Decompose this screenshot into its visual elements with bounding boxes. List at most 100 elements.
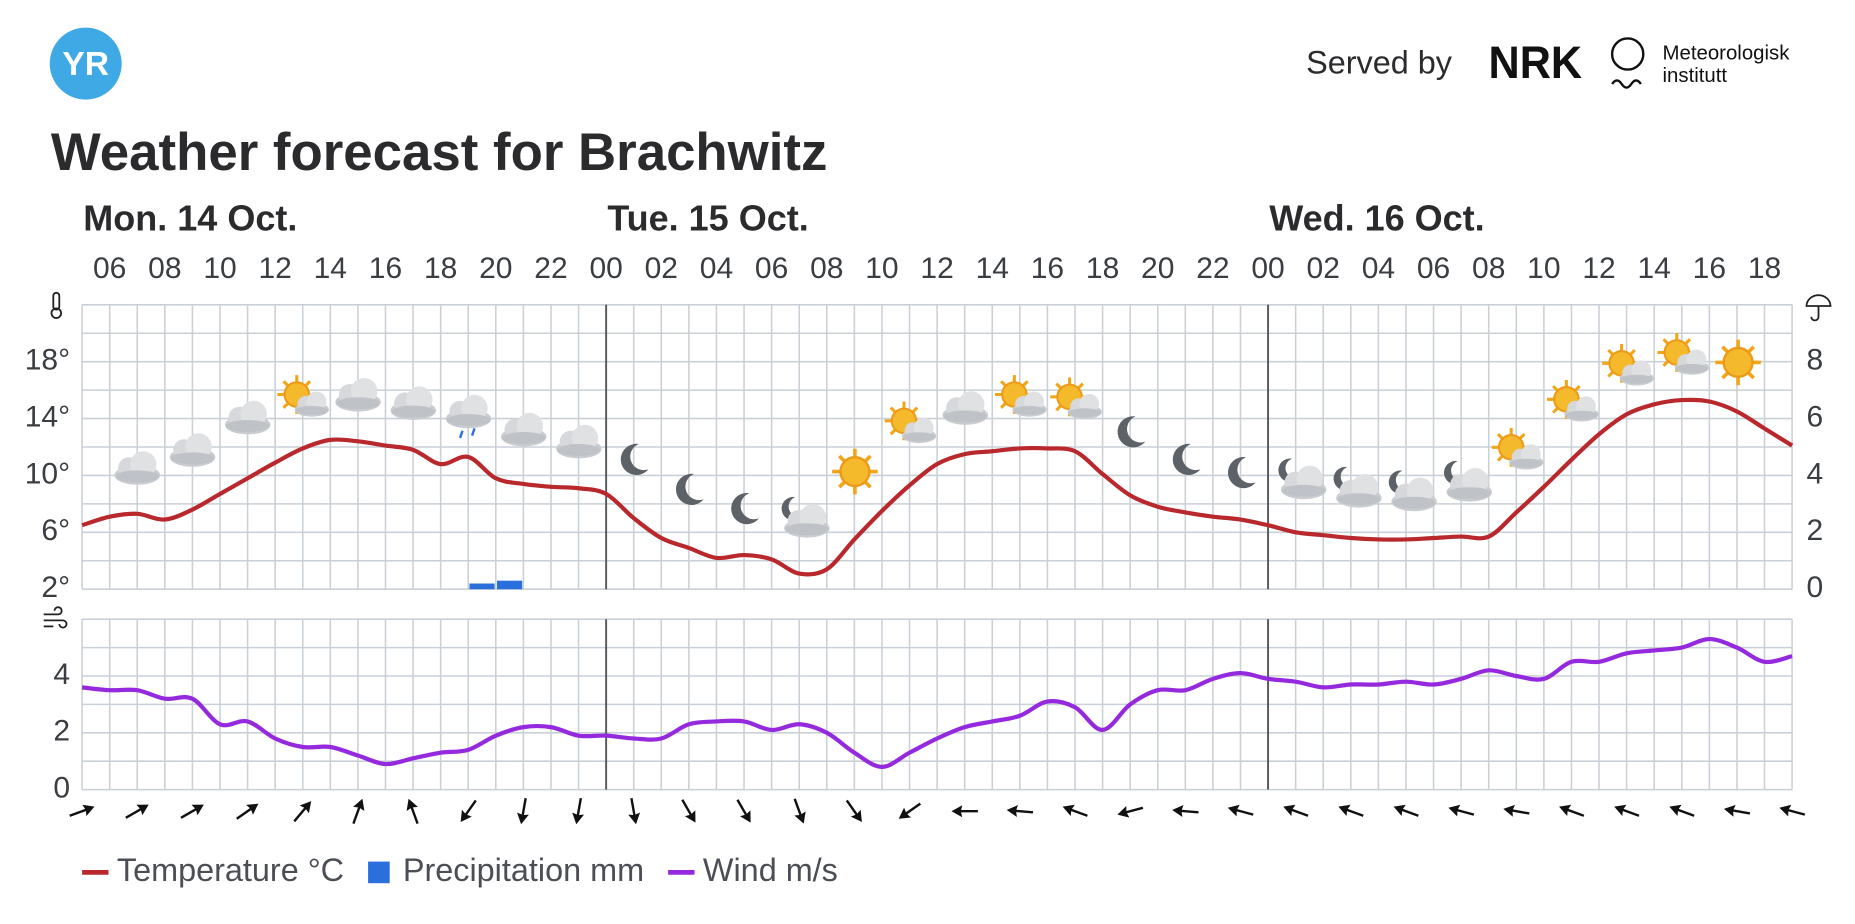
x-tick-label: 10 [865, 252, 898, 285]
x-tick-label: 20 [479, 252, 512, 285]
x-tick-label: 12 [1582, 252, 1615, 285]
y2-tick-label: 0 [1807, 571, 1824, 604]
x-tick-label: 04 [700, 252, 733, 285]
wind-arrow [1612, 801, 1642, 822]
wind-arrow [289, 797, 316, 826]
weather-symbol [1492, 428, 1544, 470]
x-tick-label: 06 [93, 252, 126, 285]
y-tick-label: 4 [53, 658, 70, 691]
weather-symbol [942, 391, 989, 425]
wind-arrow [515, 797, 532, 826]
x-tick-label: 14 [314, 252, 347, 285]
met-logo [1610, 37, 1645, 71]
x-tick-label: 16 [1693, 252, 1726, 285]
weather-symbol [1117, 416, 1146, 448]
y-tick-label: 6° [41, 514, 70, 547]
x-tick-label: 14 [1638, 252, 1671, 285]
wind-arrow [1556, 801, 1586, 822]
wind-arrow [67, 801, 97, 822]
wind-arrow [677, 796, 701, 826]
weather-symbol [885, 402, 937, 444]
x-tick-label: 02 [1307, 252, 1340, 285]
x-tick-label: 08 [148, 252, 181, 285]
legend-label[interactable]: Precipitation mm [403, 852, 644, 888]
wind-arrow [233, 798, 262, 824]
day-label: Mon. 14 Oct. [83, 197, 297, 238]
wind-arrow [1115, 801, 1145, 821]
x-tick-label: 02 [645, 252, 678, 285]
x-tick-label: 04 [1362, 252, 1395, 285]
wind-arrow [1446, 801, 1476, 821]
met-name[interactable]: Meteorologisk [1663, 42, 1791, 64]
wind-arrow [951, 805, 978, 818]
wind-arrow [1006, 804, 1034, 819]
weather-symbol [675, 473, 704, 505]
y-tick-label: 2 [53, 715, 70, 748]
wind-arrow [1722, 802, 1751, 820]
y-tick-label: 14° [25, 400, 70, 433]
line [81, 636, 1793, 769]
weather-symbol [224, 400, 271, 435]
x-tick-label: 16 [1031, 252, 1064, 285]
precip-bar [469, 583, 495, 590]
served-by: Served by [1306, 44, 1453, 80]
x-tick-label: 00 [1251, 252, 1284, 285]
wind-arrow [177, 799, 207, 823]
x-tick-label: 18 [1086, 252, 1119, 285]
data [81, 397, 1794, 769]
x-tick-label: 12 [920, 252, 953, 285]
y2-tick-label: 2 [1807, 514, 1824, 547]
weather-symbol [1334, 467, 1382, 508]
x-tick-label: 14 [976, 252, 1009, 285]
x-tick-label: 18 [1748, 252, 1781, 285]
weather-symbol [335, 378, 381, 412]
weather-symbol [1278, 459, 1326, 500]
weather-symbol [1444, 461, 1492, 502]
weather-symbol [830, 446, 880, 497]
x-tick-label: 22 [1196, 252, 1229, 285]
legend-label[interactable]: Temperature °C [117, 852, 344, 888]
weather-symbol [1547, 380, 1599, 422]
wind-arrow [122, 799, 152, 823]
y2-tick-label: 8 [1807, 344, 1824, 377]
line [81, 397, 1794, 577]
wind-arrow [455, 796, 481, 826]
wind-arrow [625, 797, 642, 826]
met-logo-wave [1611, 79, 1642, 89]
legend-swatch [368, 861, 390, 884]
wind-arrow [732, 796, 756, 826]
weather-symbol [114, 451, 161, 485]
wind-arrow [1502, 802, 1531, 820]
x-tick-label: 10 [203, 252, 236, 285]
wind-arrow [1281, 801, 1311, 822]
wind-arrow [1391, 801, 1421, 822]
weather-symbol [1227, 456, 1256, 489]
wind-arrow [1667, 801, 1697, 822]
x-tick-label: 10 [1527, 252, 1560, 285]
legend-label[interactable]: Wind m/s [703, 852, 838, 888]
yr-logo-text: YR [62, 46, 109, 83]
y-tick-label: 18° [25, 344, 70, 377]
y-tick-label: 0 [53, 772, 70, 805]
nrk-logo[interactable]: NRK [1489, 37, 1583, 88]
weather-symbol [1713, 337, 1763, 388]
x-tick-label: 08 [1472, 252, 1505, 285]
grid [81, 304, 1793, 791]
wind-arrow [1777, 801, 1807, 821]
x-tick-label: 08 [810, 252, 843, 285]
y2-tick-label: 6 [1807, 400, 1824, 433]
y-tick-label: 2° [41, 571, 70, 604]
wind-arrow [1336, 801, 1366, 822]
wind-arrow [347, 796, 369, 826]
wind-arrow [570, 797, 587, 826]
yr-logo[interactable] [49, 27, 122, 100]
weather-symbol [556, 424, 602, 459]
x-tick-label: 20 [1141, 252, 1174, 285]
x-tick-label: 12 [258, 252, 291, 285]
wind-arrow [895, 798, 924, 824]
wind-arrow [1060, 801, 1090, 822]
weather-symbol [731, 492, 759, 525]
y-tick-label: 10° [25, 457, 70, 490]
